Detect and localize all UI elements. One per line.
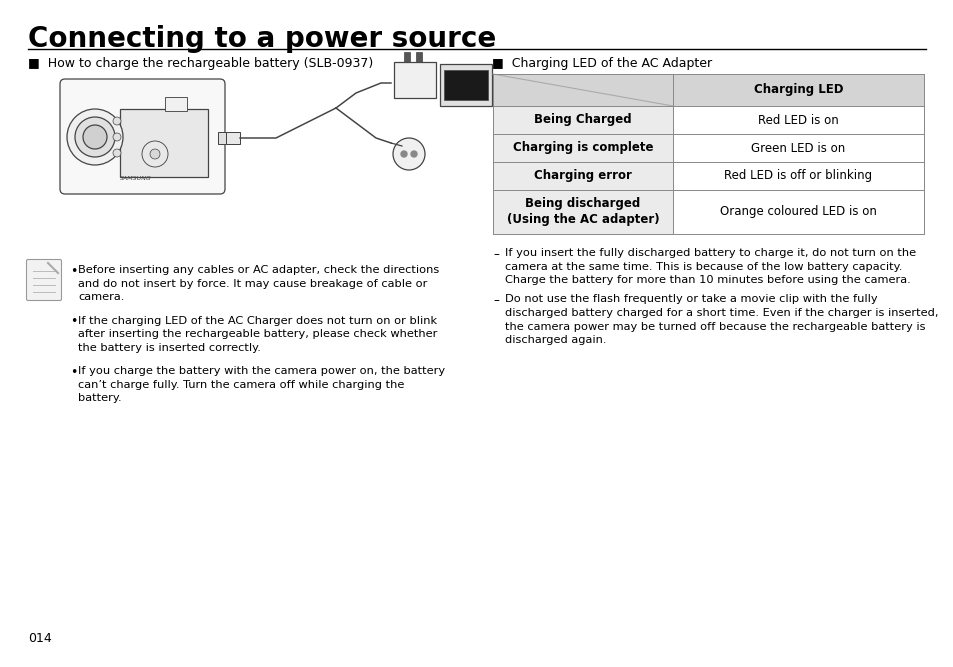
Bar: [493, 74, 923, 106]
FancyBboxPatch shape: [60, 79, 225, 194]
Text: Before inserting any cables or AC adapter, check the directions
and do not inser: Before inserting any cables or AC adapte…: [78, 265, 438, 302]
Bar: [493, 162, 672, 190]
Text: Green LED is on: Green LED is on: [751, 141, 844, 155]
Text: Red LED is on: Red LED is on: [758, 113, 838, 127]
Text: •: •: [70, 366, 77, 379]
Bar: [394, 62, 436, 98]
Bar: [416, 52, 421, 62]
Circle shape: [411, 151, 416, 157]
Text: •: •: [70, 265, 77, 278]
Text: Do not use the flash frequently or take a movie clip with the fully
discharged b: Do not use the flash frequently or take …: [504, 295, 938, 346]
Bar: [120, 109, 208, 177]
Text: Charging error: Charging error: [534, 169, 631, 183]
Bar: [672, 134, 923, 162]
Bar: [226, 132, 240, 144]
Bar: [165, 97, 187, 111]
Circle shape: [75, 117, 115, 157]
Text: Orange coloured LED is on: Orange coloured LED is on: [720, 205, 876, 219]
Text: If you charge the battery with the camera power on, the battery
can’t charge ful: If you charge the battery with the camer…: [78, 366, 445, 403]
Text: ■  Charging LED of the AC Adapter: ■ Charging LED of the AC Adapter: [492, 57, 711, 70]
Circle shape: [142, 141, 168, 167]
Circle shape: [112, 117, 121, 125]
Bar: [403, 52, 410, 62]
Bar: [493, 134, 672, 162]
Text: Being discharged
(Using the AC adapter): Being discharged (Using the AC adapter): [506, 197, 659, 227]
Bar: [218, 132, 226, 144]
Text: Charging is complete: Charging is complete: [512, 141, 653, 155]
Text: •: •: [70, 315, 77, 329]
Text: 014: 014: [28, 632, 51, 645]
Bar: [439, 64, 492, 106]
Bar: [672, 106, 923, 134]
Bar: [672, 162, 923, 190]
Text: Charging LED: Charging LED: [753, 83, 842, 97]
Circle shape: [67, 109, 123, 165]
Bar: [672, 190, 923, 234]
Text: SAMSUNG: SAMSUNG: [120, 176, 152, 181]
Text: –: –: [493, 295, 498, 307]
FancyBboxPatch shape: [27, 259, 61, 301]
Circle shape: [150, 149, 160, 159]
Bar: [443, 70, 488, 100]
Text: –: –: [493, 248, 498, 261]
Text: Being Charged: Being Charged: [534, 113, 631, 127]
Text: Connecting to a power source: Connecting to a power source: [28, 25, 496, 53]
Circle shape: [83, 125, 107, 149]
Text: Red LED is off or blinking: Red LED is off or blinking: [723, 169, 872, 183]
Bar: [493, 190, 672, 234]
Text: If the charging LED of the AC Charger does not turn on or blink
after inserting : If the charging LED of the AC Charger do…: [78, 315, 436, 353]
Circle shape: [400, 151, 407, 157]
Circle shape: [112, 149, 121, 157]
Circle shape: [112, 133, 121, 141]
Text: If you insert the fully discharged battery to charge it, do not turn on the
came: If you insert the fully discharged batte…: [504, 248, 915, 285]
Text: ■  How to charge the rechargeable battery (SLB-0937): ■ How to charge the rechargeable battery…: [28, 57, 373, 70]
Circle shape: [393, 138, 424, 170]
Bar: [493, 106, 672, 134]
